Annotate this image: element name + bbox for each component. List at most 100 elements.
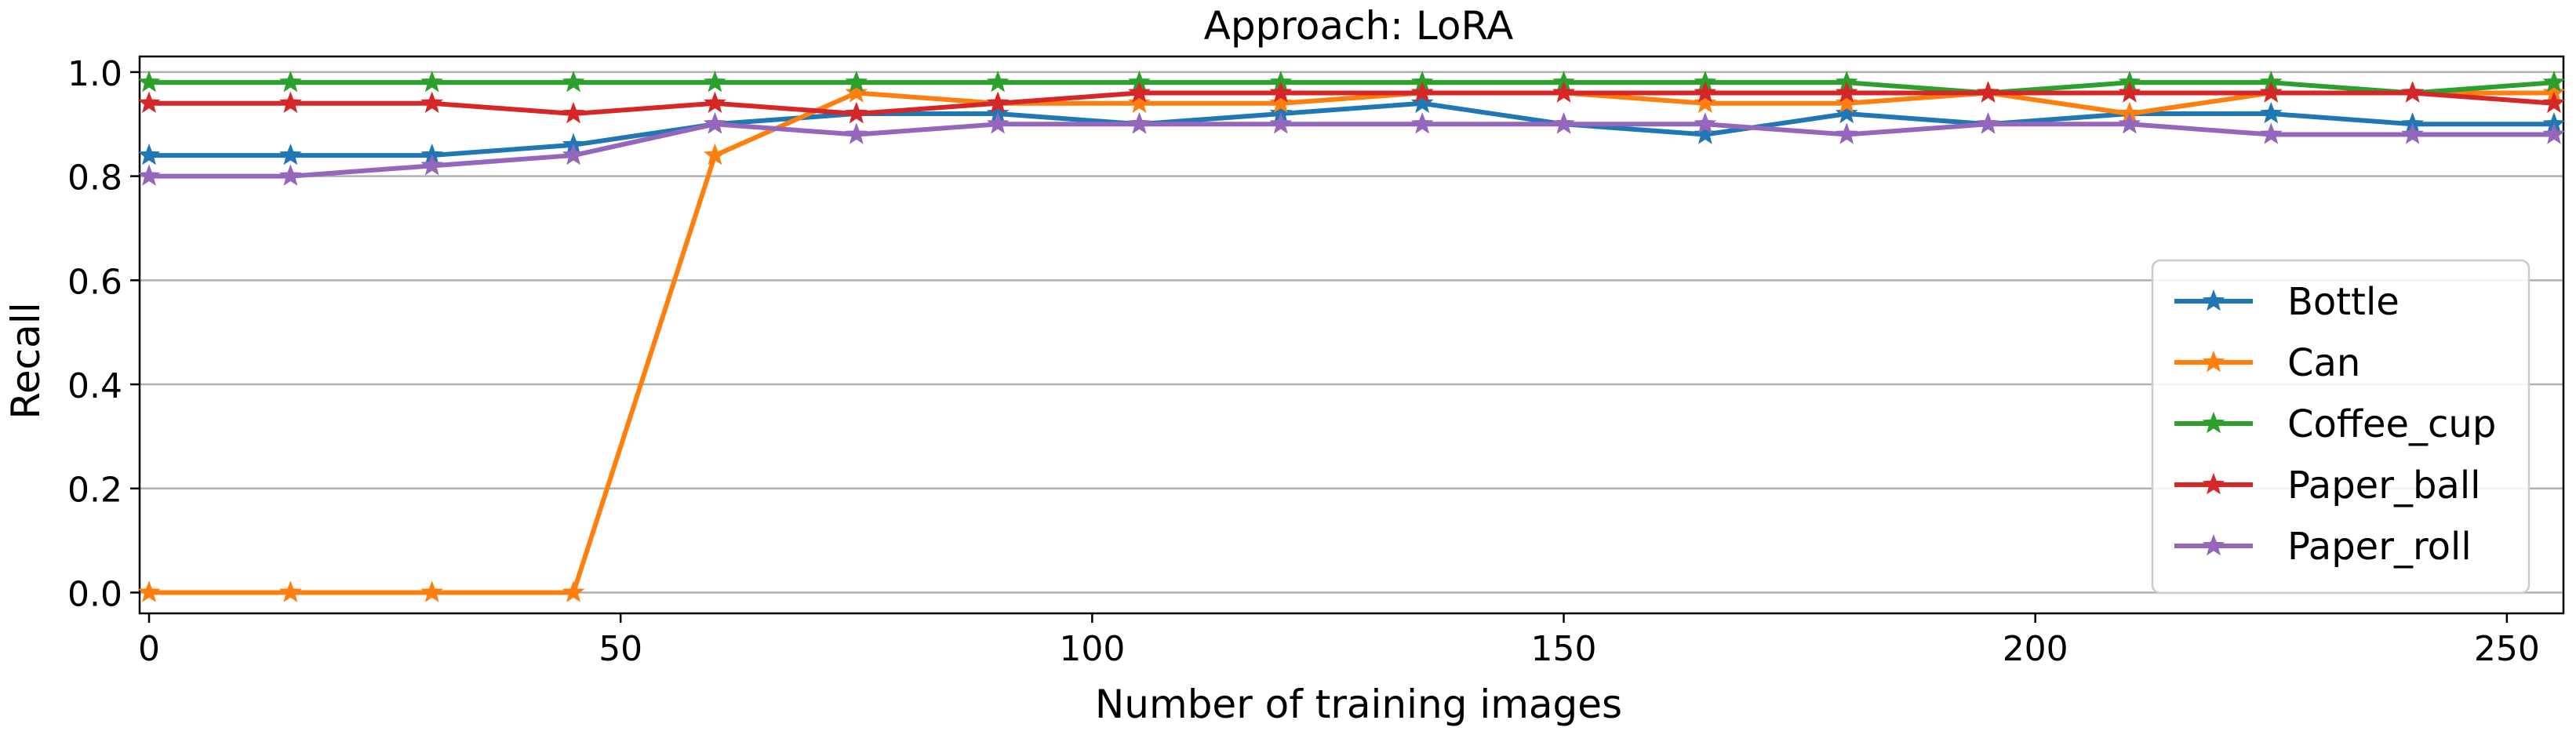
y-tick-label: 0.0 (67, 574, 122, 614)
series-line (147, 100, 2556, 158)
data-point (137, 91, 161, 113)
y-tick-label: 0.2 (67, 471, 122, 511)
data-point (1552, 112, 1575, 134)
data-point (1269, 81, 1293, 103)
series-paper-roll (137, 112, 2566, 186)
x-tick-label: 200 (2003, 629, 2068, 669)
data-point (2542, 122, 2566, 144)
data-point (986, 71, 1010, 93)
data-point (1128, 81, 1151, 103)
y-tick-label: 1.0 (67, 54, 122, 94)
legend-item: Paper_roll (2174, 525, 2472, 569)
data-point (137, 164, 161, 186)
data-point (2542, 71, 2566, 93)
data-point (2118, 112, 2141, 134)
data-point (1835, 81, 1858, 103)
legend-swatch-marker (2202, 533, 2225, 556)
series-line (147, 80, 2556, 96)
x-tick-label: 150 (1531, 629, 1597, 669)
legend-item: Coffee_cup (2174, 402, 2496, 446)
legend-item: Bottle (2174, 280, 2400, 324)
x-tick-label: 50 (599, 629, 642, 669)
x-tick-label: 250 (2474, 629, 2540, 669)
data-point (1694, 81, 1717, 103)
data-point (278, 580, 302, 602)
x-tick-label: 0 (138, 629, 160, 669)
data-point (986, 91, 1010, 113)
data-point (986, 112, 1010, 134)
data-point (704, 112, 726, 134)
data-point (1835, 122, 1858, 144)
legend-item: Paper_ball (2174, 464, 2481, 507)
data-point (1128, 112, 1151, 134)
y-tick-label: 0.8 (67, 158, 122, 198)
legend-box (2151, 259, 2531, 595)
data-point (1977, 81, 1999, 103)
data-point (278, 143, 302, 165)
data-point (420, 580, 444, 602)
data-point (1128, 91, 1151, 113)
data-point (1835, 91, 1858, 113)
data-point (420, 71, 444, 93)
legend-swatch-marker (2202, 350, 2225, 373)
data-point (278, 71, 302, 93)
data-point (1694, 91, 1717, 113)
y-tick-label: 0.4 (67, 366, 122, 406)
plot-frame (138, 55, 2565, 615)
data-point (137, 143, 161, 165)
series-line (147, 90, 2556, 595)
data-point (137, 71, 161, 93)
legend-swatch-marker (2202, 289, 2225, 311)
data-point (562, 101, 585, 124)
data-point (562, 71, 585, 93)
data-point (1694, 122, 1717, 144)
data-point (2401, 122, 2425, 144)
legend-label: Paper_ball (2287, 464, 2481, 507)
data-point (2401, 81, 2425, 103)
x-axis-label: Number of training images (1095, 682, 1622, 727)
y-tick-label: 0.6 (67, 262, 122, 302)
legend-item: Can (2174, 341, 2360, 385)
data-point (2118, 81, 2141, 103)
data-point (704, 71, 726, 93)
data-point (845, 81, 868, 103)
data-point (845, 101, 868, 124)
data-point (2259, 81, 2283, 103)
data-point (1977, 112, 1999, 134)
data-point (1552, 81, 1575, 103)
data-point (278, 91, 302, 113)
data-point (845, 71, 868, 93)
legend-label: Can (2287, 341, 2360, 385)
data-point (1269, 112, 1293, 134)
data-point (1410, 81, 1434, 103)
data-point (562, 580, 585, 602)
series-line (147, 122, 2556, 179)
data-point (1269, 91, 1293, 113)
series-line (147, 90, 2556, 116)
legend-label: Bottle (2287, 280, 2400, 324)
legend-swatch-marker (2202, 411, 2225, 434)
data-point (1410, 91, 1434, 113)
legend: Bottle Can Coffee_cup Paper_ball Paper_roll (2151, 259, 2531, 595)
data-point (137, 580, 161, 602)
data-point (1835, 101, 1858, 124)
data-point (704, 91, 726, 113)
data-point (2259, 122, 2283, 144)
series-layer (137, 71, 2566, 602)
y-axis-label: Recall (3, 302, 49, 419)
legend-label: Paper_roll (2287, 525, 2472, 569)
legend-label: Coffee_cup (2287, 402, 2496, 446)
x-tick-label: 100 (1059, 629, 1125, 669)
data-point (704, 143, 726, 165)
data-point (420, 91, 444, 113)
axes-layer: 0.0 0.2 0.4 0.6 0.8 1.0 0 50 100 150 200 250 (67, 54, 2565, 669)
data-point (278, 164, 302, 186)
data-point (420, 154, 444, 176)
series-paper-ball (137, 81, 2566, 124)
data-point (1410, 112, 1434, 134)
data-point (2542, 91, 2566, 113)
data-point (562, 143, 585, 165)
data-point (2259, 101, 2283, 124)
